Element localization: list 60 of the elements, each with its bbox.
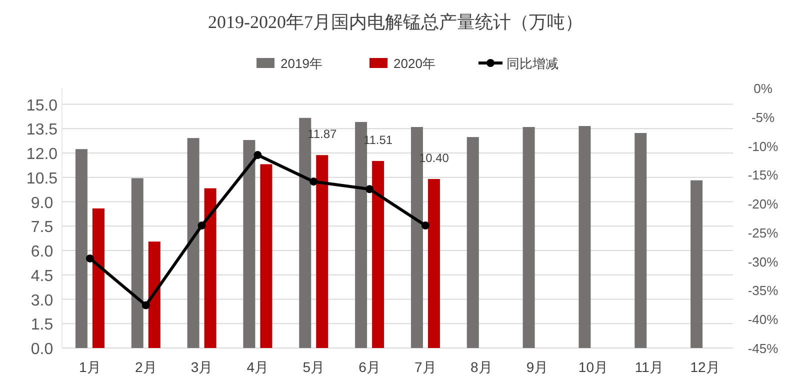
point <box>310 178 318 186</box>
y-tick-label: 1.5 <box>30 316 54 334</box>
y-tick-label: 13.5 <box>26 122 58 139</box>
y2-tick-label: -30% <box>748 254 779 270</box>
y2-tick-label: -40% <box>748 312 779 328</box>
bar <box>428 179 440 348</box>
x-tick-label: 8月 <box>470 359 492 375</box>
y2-tick-label: -10% <box>748 138 779 154</box>
bar <box>690 180 703 348</box>
x-tick-label: 10月 <box>578 359 608 375</box>
bar <box>522 127 535 348</box>
bar <box>316 155 328 348</box>
x-tick-label: 12月 <box>690 359 720 375</box>
point <box>254 151 262 160</box>
bar <box>92 208 104 348</box>
y-tick-label: 3.0 <box>30 292 54 310</box>
bar <box>578 126 591 348</box>
bar <box>243 140 256 348</box>
y-tick-label: 12.0 <box>26 146 58 163</box>
y2-tick-label: -45% <box>748 341 779 356</box>
x-tick-label: 6月 <box>358 359 380 375</box>
y-tick-label: 15.0 <box>26 97 58 114</box>
legend-label: 2020年 <box>394 56 436 71</box>
bar <box>260 164 272 348</box>
x-tick-label: 7月 <box>414 359 436 375</box>
y-tick-label: 4.5 <box>30 268 54 285</box>
point <box>366 185 374 194</box>
y-tick-label: 0.0 <box>30 341 54 358</box>
y-tick-label: 6.0 <box>30 244 54 260</box>
point <box>198 222 206 230</box>
x-tick-label: 5月 <box>302 359 325 375</box>
x-tick-label: 9月 <box>526 359 548 375</box>
y-tick-label: 10.5 <box>26 170 58 188</box>
y2-tick-label: 0% <box>754 81 773 96</box>
bar <box>148 242 160 348</box>
bar <box>75 149 88 348</box>
x-tick-label: 11月 <box>634 359 664 375</box>
y2-tick-label: -35% <box>748 283 779 298</box>
y2-tick-label: -25% <box>748 225 779 240</box>
x-tick-label: 4月 <box>246 359 269 375</box>
y2-tick-label: -15% <box>748 168 779 183</box>
bar <box>466 137 479 348</box>
y-tick-label: 7.5 <box>30 219 54 236</box>
y-tick-label: 9.0 <box>30 194 54 212</box>
y2-tick-label: -5% <box>751 110 775 125</box>
bar <box>187 138 200 348</box>
point <box>142 301 150 310</box>
point <box>421 222 430 230</box>
x-tick-label: 2月 <box>134 359 157 375</box>
x-tick-label: 3月 <box>190 359 213 375</box>
x-tick-label: 1月 <box>79 359 101 375</box>
bar <box>634 133 647 348</box>
point <box>86 254 94 262</box>
bar <box>372 160 384 348</box>
legend-label: 2019年 <box>280 56 322 71</box>
y2-tick-label: -20% <box>748 196 779 212</box>
bar <box>204 188 216 348</box>
bar <box>131 178 144 348</box>
legend-label: 同比增减 <box>506 56 558 71</box>
chart-title: 2019-2020年7月国内电解锰总产量统计（万吨） <box>208 12 583 32</box>
